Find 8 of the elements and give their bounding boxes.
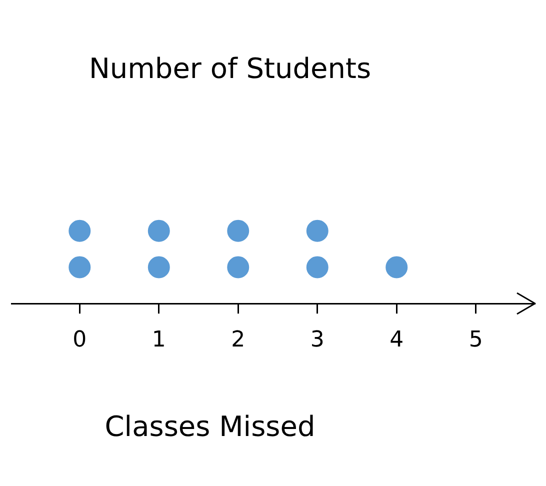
x-tick-label: 4 — [390, 328, 404, 353]
x-tick-label: 2 — [231, 328, 246, 353]
chart-title: Number of Students — [88, 52, 372, 85]
x-tick-label: 0 — [72, 328, 87, 353]
x-tick-label: 5 — [468, 328, 483, 353]
x-tick-label: 1 — [152, 328, 166, 353]
x-tick-label: 3 — [310, 328, 324, 353]
x-axis-title: Classes Missed — [104, 410, 316, 443]
